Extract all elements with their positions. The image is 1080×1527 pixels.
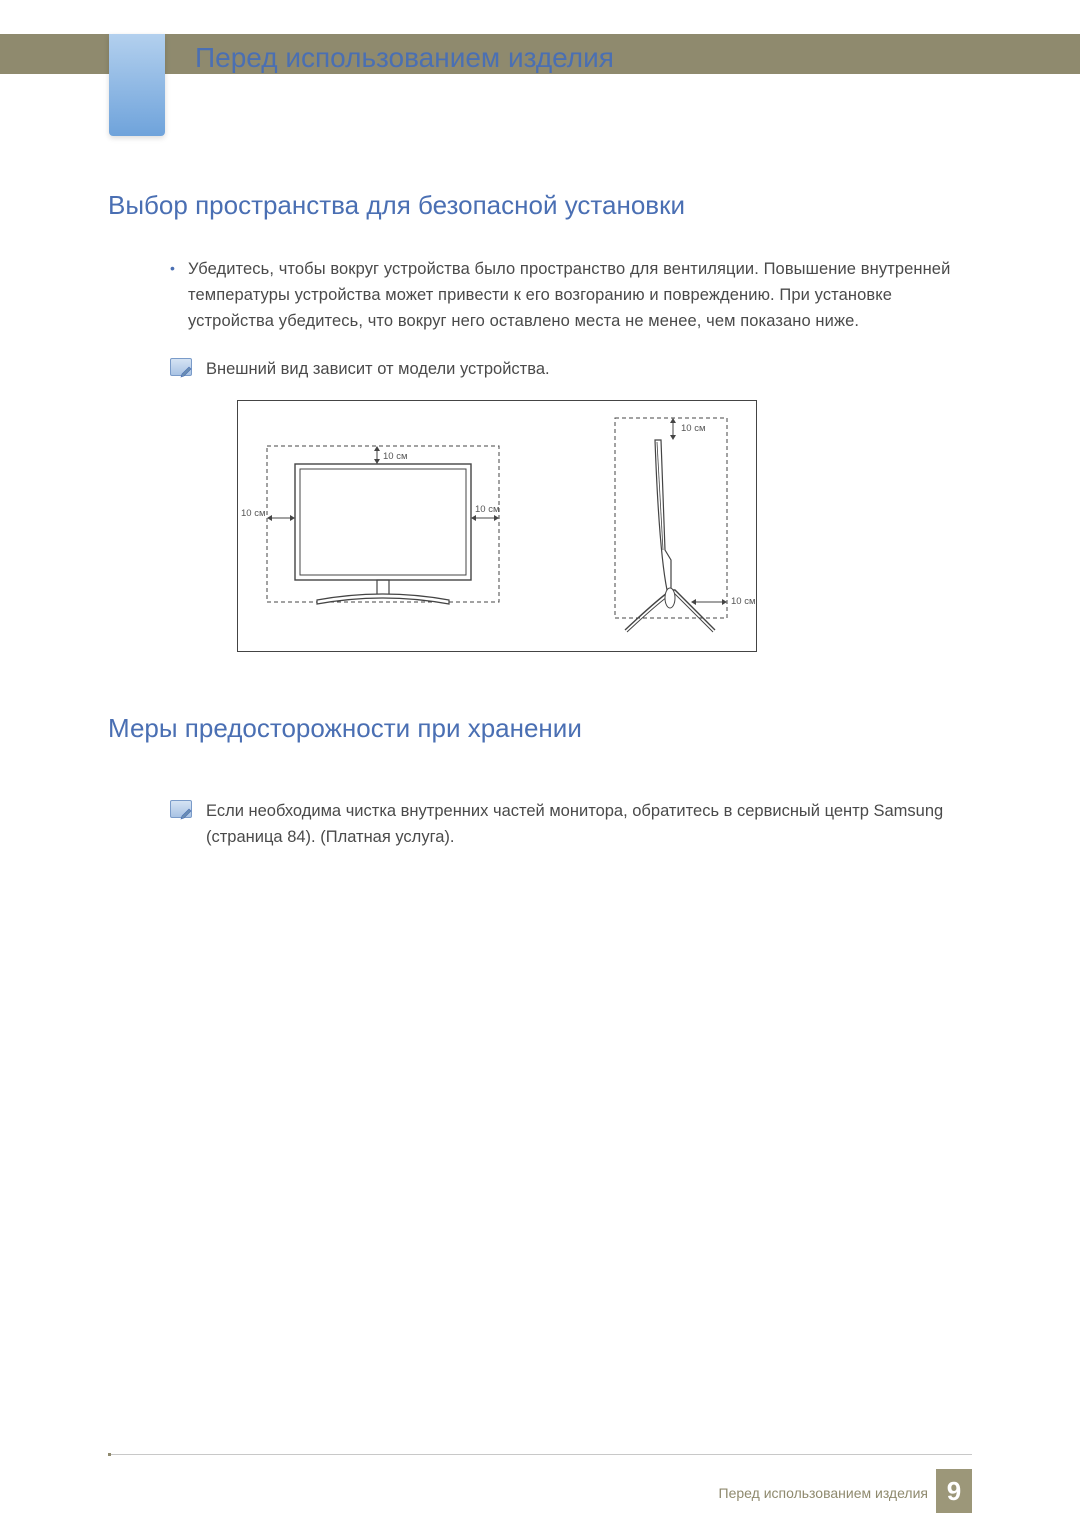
note-text-2: Если необходима чистка внутренних частей… <box>206 798 970 850</box>
note-row-2: Если необходима чистка внутренних частей… <box>170 798 970 850</box>
clearance-diagram: 10 см 10 см 10 см 10 см 10 см <box>237 400 757 652</box>
note-text-1: Внешний вид зависит от модели устройства… <box>206 356 550 382</box>
page-number: 9 <box>936 1469 972 1513</box>
note-pencil-icon <box>170 358 192 376</box>
header-gradient-block <box>109 34 165 136</box>
label-right-inner: 10 см <box>475 504 500 515</box>
bullet-row: • Убедитесь, чтобы вокруг устройства был… <box>170 256 970 334</box>
bullet-dot-icon: • <box>170 256 188 334</box>
section-1-body: • Убедитесь, чтобы вокруг устройства был… <box>170 256 970 382</box>
footer-divider <box>108 1454 972 1455</box>
label-top-right: 10 см <box>681 423 706 434</box>
chapter-title: Перед использованием изделия <box>195 42 614 74</box>
note-row-1: Внешний вид зависит от модели устройства… <box>170 356 970 382</box>
bullet-text: Убедитесь, чтобы вокруг устройства было … <box>188 256 970 334</box>
note-pencil-icon <box>170 800 192 818</box>
footer-left-marker <box>108 1453 111 1456</box>
label-bottom-right: 10 см <box>731 596 756 607</box>
section-1-title: Выбор пространства для безопасной устано… <box>108 190 685 221</box>
label-top-left: 10 см <box>383 451 408 462</box>
footer-chapter-text: Перед использованием изделия <box>719 1485 928 1501</box>
section-2-title: Меры предосторожности при хранении <box>108 713 582 744</box>
section-2-body: Если необходима чистка внутренних частей… <box>170 776 970 850</box>
label-left: 10 см <box>241 508 266 519</box>
